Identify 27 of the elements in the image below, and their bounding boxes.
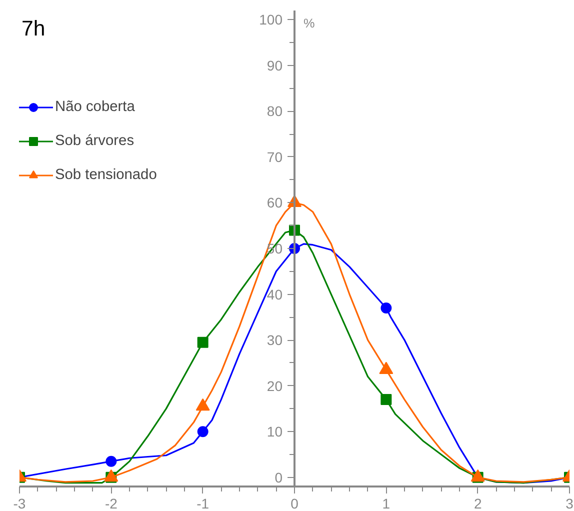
y-tick-label: 90 [266, 57, 283, 74]
y-axis-title: % [304, 16, 315, 31]
x-tick-label: -2 [104, 496, 118, 511]
y-tick-label: 60 [266, 194, 283, 211]
y-tick-label: 30 [266, 332, 283, 348]
y-tick-label: 100 [259, 12, 283, 28]
point [197, 336, 208, 348]
x-tick-label: -1 [196, 496, 210, 511]
y-tick-label: 80 [266, 103, 283, 120]
point [380, 302, 392, 314]
y-tick-label: 0 [274, 469, 283, 486]
y-tick-label: 10 [266, 424, 283, 440]
point [197, 426, 208, 438]
point [380, 394, 392, 406]
x-tick-label: 3 [566, 496, 574, 511]
y-tick-label: 20 [266, 378, 283, 394]
chart-title: 7h [22, 16, 46, 40]
y-tick-label: 70 [266, 148, 283, 165]
point [106, 456, 117, 467]
x-tick-label: 1 [382, 496, 390, 511]
x-tick-label: 0 [290, 496, 299, 511]
legend-label: Sob árvores [55, 133, 134, 149]
x-tick-label: 2 [474, 496, 482, 511]
y-tick-label: 40 [266, 286, 283, 302]
x-tick-label: -3 [13, 496, 26, 511]
legend-label: Não coberta [55, 99, 135, 115]
legend-label: Sob tensionado [55, 167, 157, 183]
